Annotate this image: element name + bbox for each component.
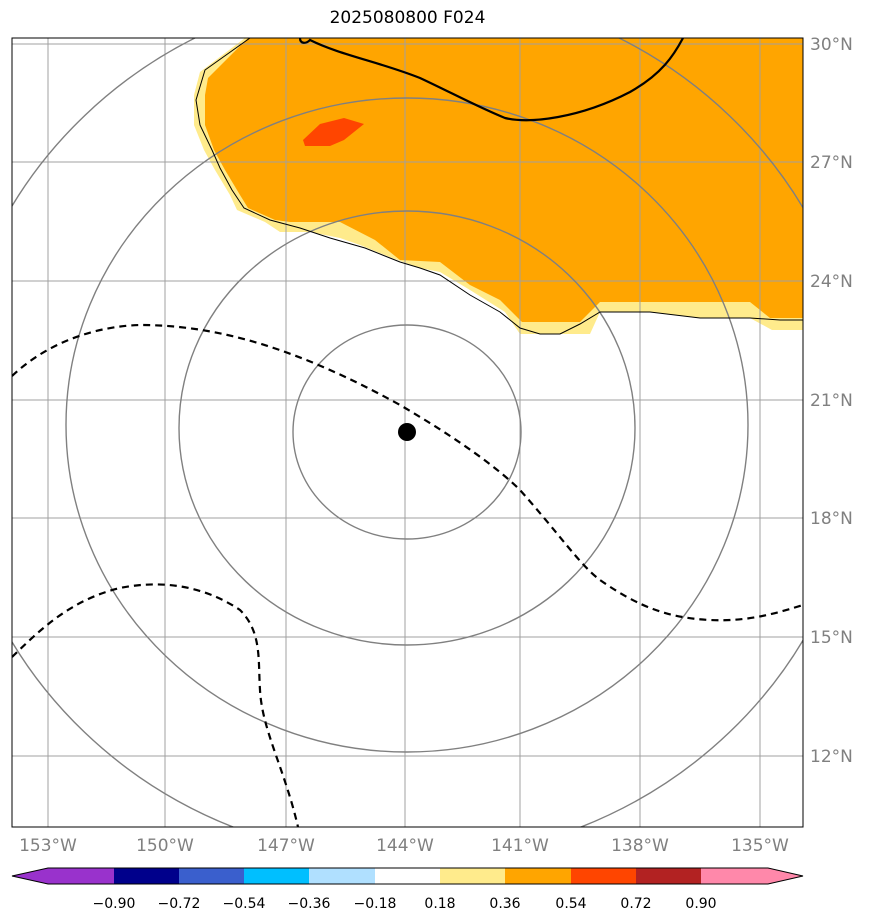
- lon-tick-label: 141°W: [491, 836, 549, 856]
- lat-tick-label: 24°N: [810, 272, 853, 292]
- colorbar-cell: [636, 868, 701, 884]
- colorbar-cell: [440, 868, 505, 884]
- colorbar-tick-label: 0.54: [555, 896, 586, 912]
- colorbar-cell: [309, 868, 375, 884]
- colorbar-cells: [12, 868, 803, 884]
- lat-tick-label: 30°N: [810, 35, 853, 55]
- colorbar-tick-label: −0.36: [288, 896, 331, 912]
- colorbar-cell: [375, 868, 440, 884]
- graticule: [12, 38, 803, 827]
- contour-dashed-1: [12, 323, 803, 622]
- colorbar-ticks: −0.90 −0.72 −0.54 −0.36 −0.18 0.18 0.36 …: [93, 896, 717, 912]
- shading-orange: [205, 38, 803, 322]
- colorbar-tick-label: 0.90: [685, 896, 716, 912]
- lat-tick-label: 21°N: [810, 391, 853, 411]
- colorbar-cell: [701, 868, 803, 884]
- contour-solid: [298, 38, 684, 122]
- map-frame: [11, 37, 804, 828]
- colorbar-tick-label: −0.18: [354, 896, 397, 912]
- range-rings: [12, 38, 803, 827]
- colorbar-outline: [11, 867, 804, 885]
- colorbar-cell: [505, 868, 571, 884]
- lon-tick-label: 135°W: [731, 836, 789, 856]
- colorbar-cell: [244, 868, 309, 884]
- colorbar: −0.90 −0.72 −0.54 −0.36 −0.18 0.18 0.36 …: [11, 867, 804, 912]
- colorbar-cell: [179, 868, 244, 884]
- lat-tick-label: 27°N: [810, 153, 853, 173]
- colorbar-tick-label: 0.18: [424, 896, 455, 912]
- colorbar-cell: [12, 868, 114, 884]
- lat-tick-label: 18°N: [810, 509, 853, 529]
- colorbar-tick-label: −0.90: [93, 896, 136, 912]
- contour-dashed-2: [12, 583, 300, 827]
- colorbar-cell: [571, 868, 636, 884]
- lat-tick-label: 15°N: [810, 628, 853, 648]
- map-title: 2025080800 F024: [329, 8, 486, 28]
- colorbar-tick-label: 0.72: [620, 896, 651, 912]
- lon-tick-label: 138°W: [611, 836, 669, 856]
- lon-tick-label: 147°W: [257, 836, 315, 856]
- colorbar-cell: [114, 868, 179, 884]
- shading-red-orange: [303, 118, 364, 146]
- longitude-labels: 153°W 150°W 147°W 144°W 141°W 138°W 135°…: [19, 836, 789, 856]
- storm-center-marker: [398, 423, 416, 441]
- colorbar-tick-label: 0.36: [489, 896, 520, 912]
- lat-tick-label: 12°N: [810, 747, 853, 767]
- lon-tick-label: 150°W: [136, 836, 194, 856]
- latitude-labels: 30°N 27°N 24°N 21°N 18°N 15°N 12°N: [810, 35, 853, 767]
- lon-tick-label: 144°W: [376, 836, 434, 856]
- colorbar-tick-label: −0.54: [223, 896, 266, 912]
- colorbar-tick-label: −0.72: [158, 896, 201, 912]
- contour-thin: [195, 38, 803, 335]
- map-area: [12, 38, 803, 827]
- lon-tick-label: 153°W: [19, 836, 77, 856]
